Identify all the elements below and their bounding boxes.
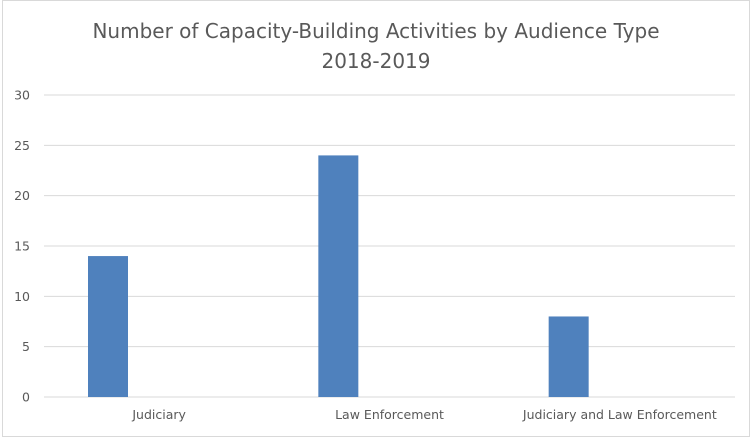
x-tick-label: Law Enforcement [335,407,444,422]
bar [88,256,128,397]
y-tick-label: 25 [14,138,30,153]
y-tick-label: 20 [14,188,30,203]
y-tick-label: 10 [14,289,30,304]
x-tick-label: Judiciary [131,407,186,422]
y-tick-label: 5 [22,339,30,354]
chart-title: Number of Capacity-Building Activities b… [92,19,659,43]
y-tick-label: 30 [14,88,30,103]
bar [549,316,589,397]
chart-subtitle: 2018-2019 [321,49,430,73]
x-tick-label: Judiciary and Law Enforcement [522,407,717,422]
bar [318,155,358,397]
y-tick-label: 0 [22,390,30,405]
y-tick-label: 15 [14,239,30,254]
